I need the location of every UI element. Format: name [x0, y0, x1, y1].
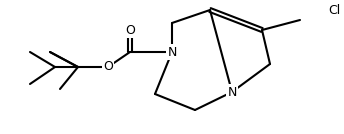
Text: Cl: Cl	[328, 3, 340, 16]
Text: O: O	[103, 60, 113, 74]
Text: N: N	[227, 85, 237, 98]
Text: N: N	[167, 46, 177, 59]
Text: O: O	[125, 23, 135, 36]
